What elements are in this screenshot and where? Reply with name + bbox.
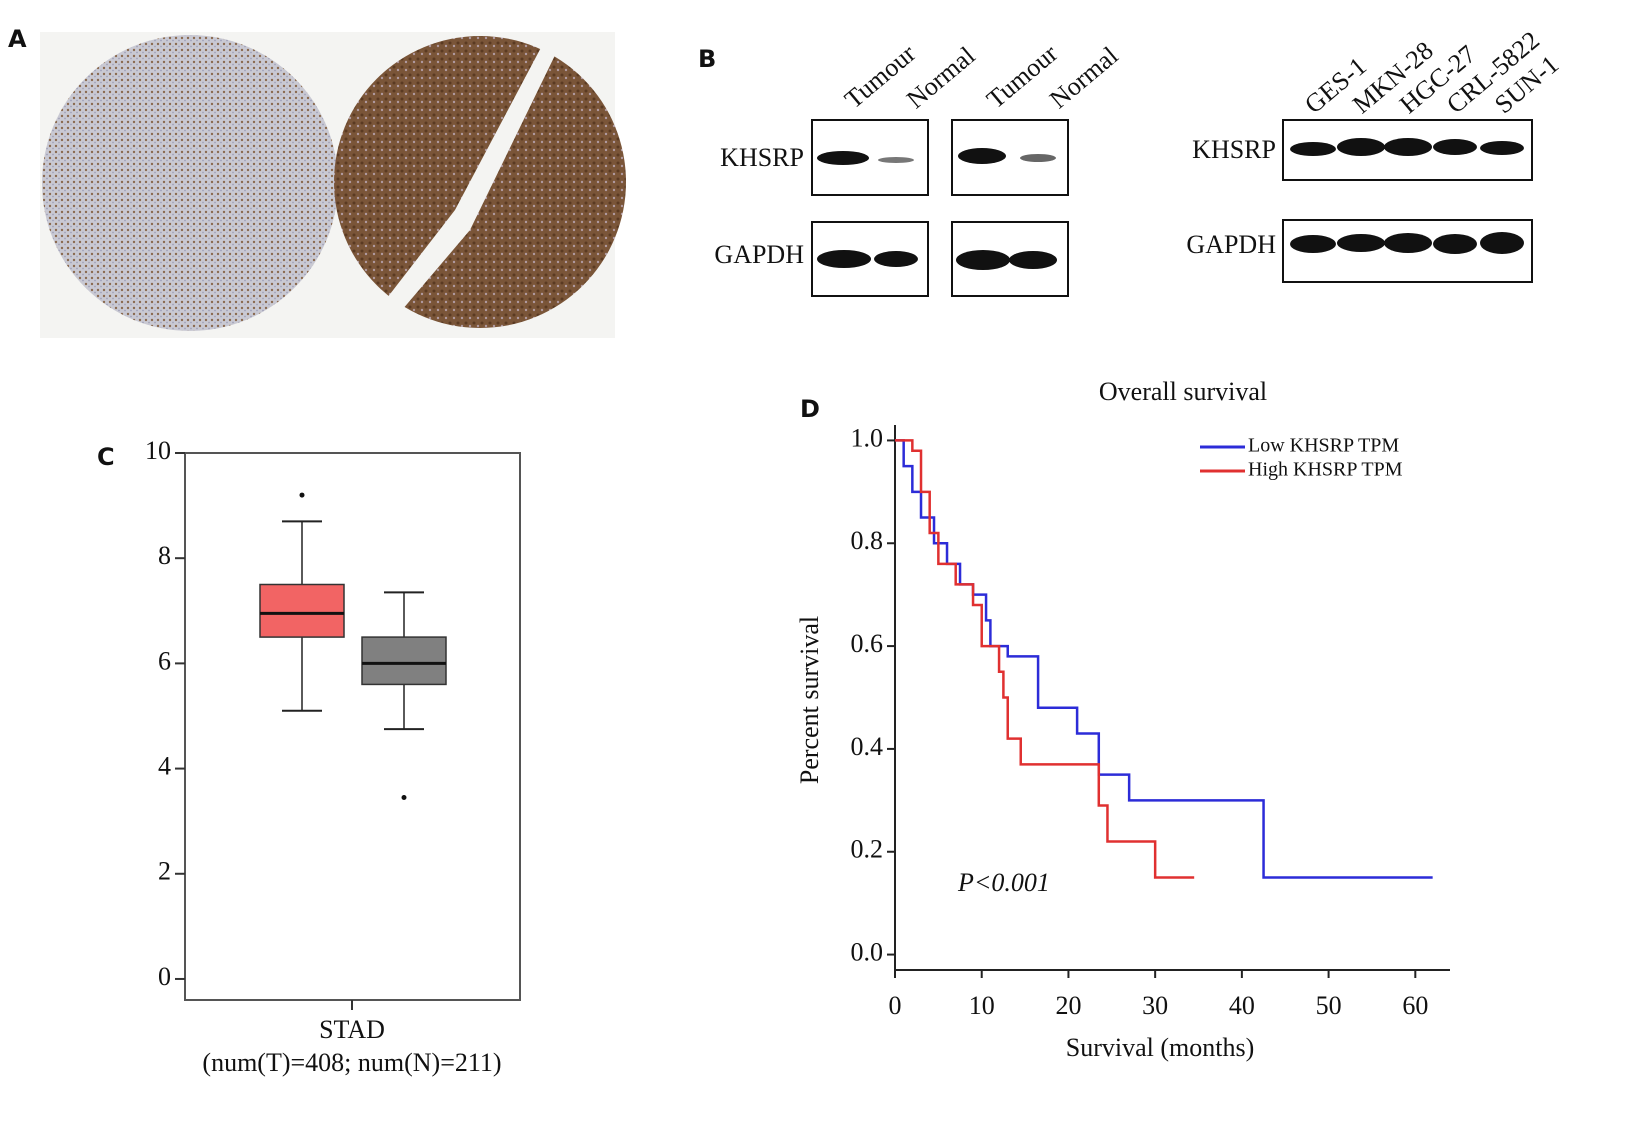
y-tick-label: 4: [158, 752, 171, 781]
x-tick-label: 10: [969, 991, 995, 1020]
protein-label: GAPDH: [1186, 230, 1276, 259]
chart-title: Overall survival: [1099, 377, 1267, 406]
outlier: [299, 492, 305, 498]
x-tick-label: 50: [1316, 991, 1342, 1020]
outlier: [401, 795, 407, 801]
x-tick-label: 30: [1142, 991, 1168, 1020]
panel-label: B: [698, 45, 716, 73]
x-axis-label: Survival (months): [1066, 1033, 1255, 1062]
plot-frame: [184, 452, 521, 1001]
protein-label: KHSRP: [720, 143, 804, 172]
panel-label: C: [97, 443, 115, 471]
y-tick-label: 0.6: [851, 629, 884, 658]
category-label: STAD: [319, 1015, 385, 1044]
y-tick-label: 6: [158, 646, 171, 675]
legend-label: High KHSRP TPM: [1248, 459, 1403, 481]
box: [361, 636, 447, 686]
blot-bands: [817, 138, 1524, 270]
legend-label: Low KHSRP TPM: [1248, 435, 1399, 457]
blot-frames: [811, 119, 1533, 297]
x-tick-label: 20: [1055, 991, 1081, 1020]
tissue-crack: [370, 40, 560, 330]
box: [259, 583, 345, 638]
y-tick-label: 10: [145, 436, 171, 465]
protein-label: GAPDH: [714, 240, 804, 269]
x-tick-label: 40: [1229, 991, 1255, 1020]
annotation: P<0.001: [957, 868, 1050, 897]
protein-label: KHSRP: [1192, 135, 1276, 164]
lane-label: Tumour: [981, 38, 1063, 114]
y-tick-label: 0.4: [851, 732, 884, 761]
y-tick-label: 0.2: [851, 835, 884, 864]
y-tick-label: 0.8: [851, 526, 884, 555]
y-tick-label: 2: [158, 857, 171, 886]
y-tick-label: 0.0: [851, 938, 884, 967]
x-tick-label: 60: [1402, 991, 1428, 1020]
x-axis-label: (num(T)=408; num(N)=211): [202, 1048, 501, 1077]
panel-label: D: [800, 395, 820, 423]
survival-line: [895, 439, 1433, 879]
lane-label: Normal: [1044, 41, 1123, 114]
y-axis-label: Percent survival: [795, 616, 824, 784]
tissue-normal: [42, 35, 338, 331]
y-tick-label: 1.0: [851, 423, 884, 452]
x-tick-label: 0: [889, 991, 902, 1020]
y-tick-label: 8: [158, 541, 171, 570]
y-tick-label: 0: [158, 962, 171, 991]
survival-line: [895, 439, 1195, 879]
panel-label: A: [8, 25, 27, 53]
